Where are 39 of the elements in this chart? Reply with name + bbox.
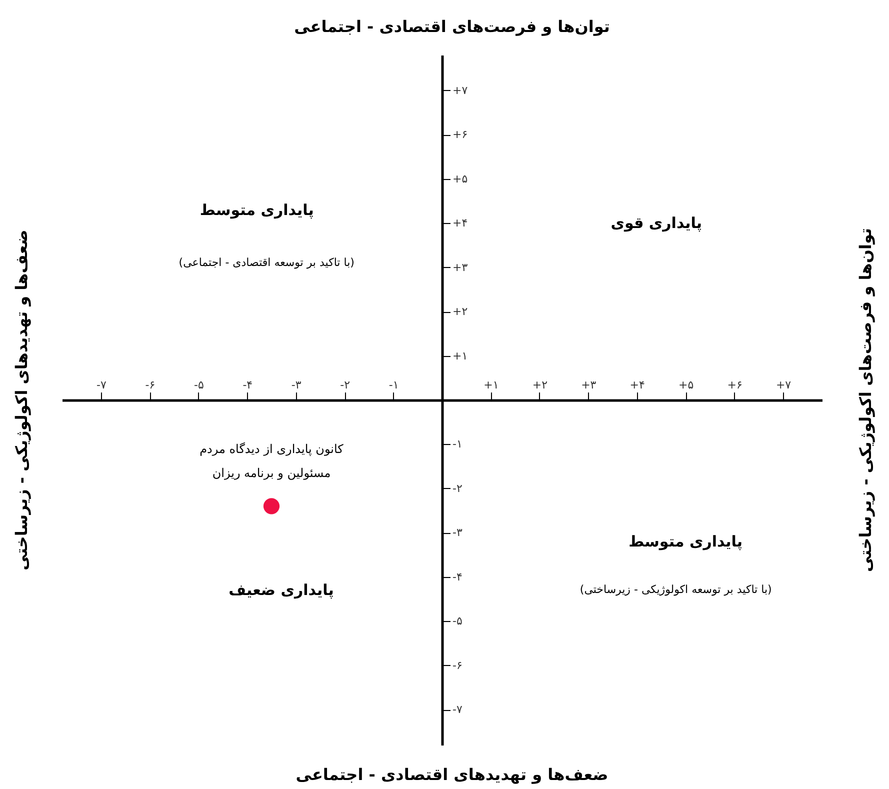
y-tick-label: +۶ bbox=[452, 128, 468, 142]
y-tick-label: -۲ bbox=[452, 482, 462, 495]
y-tick-label: +۵ bbox=[452, 172, 468, 186]
x-tick-label: -۵ bbox=[194, 378, 204, 392]
y-tick-label: -۵ bbox=[452, 614, 462, 628]
x-tick-label: +۶ bbox=[727, 378, 742, 392]
annotation: پایداری متوسط bbox=[200, 200, 314, 219]
annotation: پایداری قوی bbox=[610, 214, 702, 232]
text: توان‌ها و فرصت‌های اقتصادی - اجتماعی bbox=[294, 17, 610, 36]
annotation: (با تاکید بر توسعه اکولوژیکی - زیرساختی) bbox=[580, 583, 772, 596]
y-tick-label: +۷ bbox=[452, 84, 468, 97]
y-tick-label: +۱ bbox=[452, 349, 468, 362]
y-tick-label: -۷ bbox=[452, 703, 462, 716]
y-tick-label: -۶ bbox=[452, 658, 462, 672]
y-tick-label: +۳ bbox=[452, 260, 468, 274]
text: ضعف‌ها و تهدیدهای اکولوژیکی - زیرساختی bbox=[12, 230, 31, 570]
annotation: (با تاکید بر توسعه اقتصادی - اجتماعی) bbox=[178, 256, 354, 269]
x-tick-label: +۷ bbox=[776, 378, 792, 392]
y-tick-label: -۴ bbox=[452, 570, 462, 584]
y-tick-label: +۲ bbox=[452, 305, 468, 318]
y-tick-label: +۴ bbox=[452, 216, 468, 230]
x-tick-label: -۲ bbox=[340, 378, 350, 392]
text: ضعف‌ها و تهدیدهای اقتصادی - اجتماعی bbox=[296, 765, 608, 784]
text: کانون پایداری از دیدگاه مردم مسئولین و برنامه ریزان bbox=[200, 442, 344, 480]
annotation: پایداری ضعیف bbox=[228, 581, 334, 600]
x-tick-label: -۳ bbox=[291, 378, 302, 392]
x-tick-label: -۱ bbox=[388, 378, 399, 392]
text: توان‌ها و فرصت‌های اکولوژیکی - زیرساختی bbox=[856, 228, 875, 572]
x-tick-label: -۶ bbox=[145, 378, 156, 392]
x-tick-label: -۷ bbox=[96, 378, 106, 392]
x-tick-label: +۲ bbox=[532, 378, 548, 392]
x-tick-label: +۴ bbox=[630, 378, 646, 392]
x-tick-label: +۱ bbox=[484, 378, 499, 392]
x-tick-label: -۴ bbox=[242, 378, 253, 392]
y-tick-label: -۳ bbox=[452, 526, 462, 540]
annotation: پایداری متوسط bbox=[628, 532, 743, 551]
y-tick-label: -۱ bbox=[452, 438, 462, 451]
x-tick-label: +۵ bbox=[678, 378, 694, 392]
x-tick-label: +۳ bbox=[581, 378, 596, 392]
